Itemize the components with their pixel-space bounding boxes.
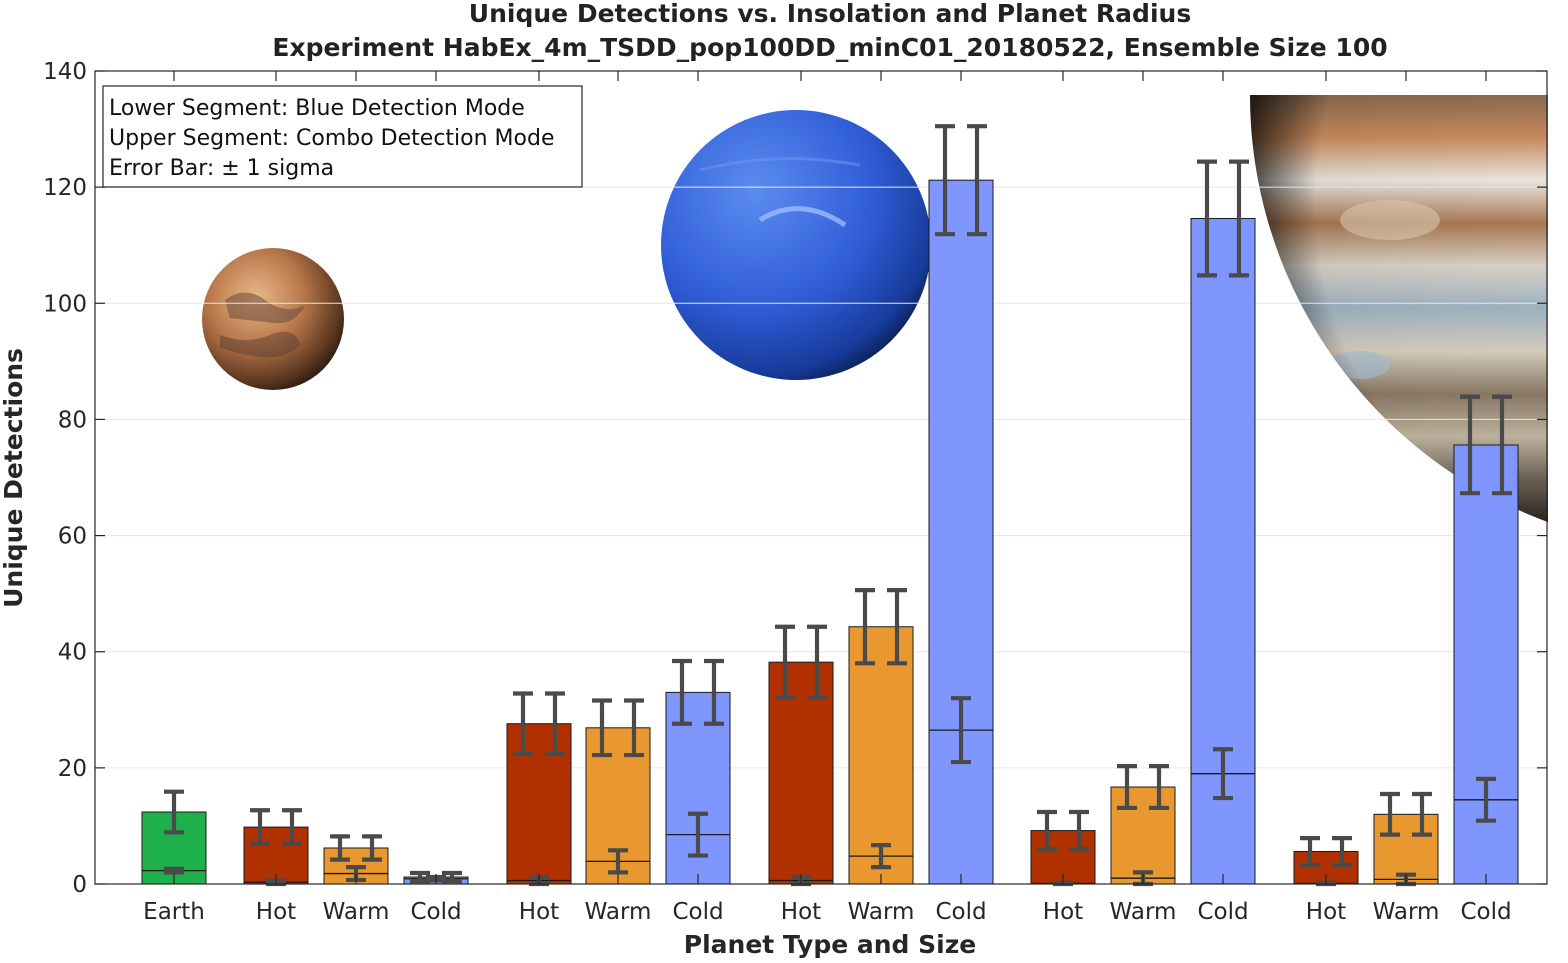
y-tick-120: 120 (43, 175, 87, 201)
errorbar-upper-b-15 (1492, 394, 1512, 496)
chart-title: Unique Detections vs. Insolation and Pla… (469, 0, 1191, 28)
earth-planet-image (202, 248, 344, 390)
x-tick-7-hot: Hot (781, 899, 821, 925)
errorbar-upper-b-2 (362, 834, 382, 862)
errorbar-upper-a-13 (1300, 836, 1320, 867)
errorbar-upper-b-10 (1069, 809, 1089, 852)
errorbar-upper-a-2 (330, 834, 350, 862)
x-tick-8-warm: Warm (848, 899, 915, 925)
errorbar-upper-b-1 (282, 808, 302, 847)
errorbar-upper-b-13 (1332, 836, 1352, 867)
errorbar-upper-a-10 (1037, 809, 1057, 852)
y-tick-20: 20 (58, 756, 87, 782)
errorbar-lower-9 (951, 696, 971, 765)
bar-9-cold (928, 179, 994, 885)
bar-13-hot (1293, 850, 1359, 885)
x-tick-14-warm: Warm (1373, 899, 1440, 925)
errorbar-lower-12 (1213, 747, 1233, 801)
bars (141, 179, 1519, 885)
x-tick-15-cold: Cold (1460, 899, 1511, 925)
y-axis-label: Unique Detections (0, 348, 28, 608)
y-tick-80: 80 (58, 407, 87, 433)
errorbar-upper-b-14 (1412, 791, 1432, 837)
x-axis-label: Planet Type and Size (684, 930, 976, 959)
errorbar-upper-0 (164, 789, 184, 835)
errorbar-upper-a-15 (1460, 394, 1480, 496)
x-tick-0-earth: Earth (143, 899, 205, 925)
errorbar-lower-0 (164, 866, 184, 875)
errorbar-upper-b-12 (1229, 159, 1249, 278)
errorbar-upper-b-9 (967, 124, 987, 237)
y-tick-labels: 0 20 40 60 80 100 120 140 (43, 59, 87, 898)
legend-line-upper-segment: Upper Segment: Combo Detection Mode (109, 126, 555, 151)
bar-8-warm (848, 626, 914, 885)
y-tick-100: 100 (43, 291, 87, 317)
errorbar-upper-b-4 (545, 691, 565, 757)
bar-14-warm (1373, 813, 1439, 885)
bar-7-hot (768, 661, 834, 885)
error-bars (164, 124, 1512, 887)
x-tick-labels: Earth Hot Warm Cold Hot Warm Cold Hot Warm Cold Ho… (143, 899, 1511, 925)
errorbar-upper-a-1 (250, 808, 270, 847)
legend: Lower Segment: Blue Detection Mode Upper… (102, 85, 583, 188)
y-tick-40: 40 (58, 640, 87, 666)
y-tick-140: 140 (43, 59, 87, 85)
errorbar-upper-a-6 (672, 658, 692, 726)
chart-subtitle: Experiment HabEx_4m_TSDD_pop100DD_minC01… (272, 33, 1387, 62)
errorbar-upper-a-9 (935, 124, 955, 237)
errorbar-upper-b-7 (807, 624, 827, 700)
errorbar-upper-b-3 (442, 870, 462, 884)
errorbar-upper-a-8 (855, 588, 875, 666)
errorbar-lower-6 (688, 811, 708, 858)
x-tick-3-cold: Cold (410, 899, 461, 925)
errorbar-upper-b-8 (887, 588, 907, 666)
x-tick-11-warm: Warm (1110, 899, 1177, 925)
x-tick-5-warm: Warm (585, 899, 652, 925)
errorbar-upper-b-11 (1149, 764, 1169, 811)
errorbar-upper-a-12 (1197, 159, 1217, 278)
x-tick-13-hot: Hot (1306, 899, 1346, 925)
x-tick-9-cold: Cold (935, 899, 986, 925)
x-tick-4-hot: Hot (519, 899, 559, 925)
y-tick-0: 0 (72, 872, 87, 898)
x-tick-12-cold: Cold (1197, 899, 1248, 925)
errorbar-upper-a-5 (592, 698, 612, 758)
x-tick-2-warm: Warm (323, 899, 390, 925)
bar-11-warm (1110, 786, 1176, 885)
axes (94, 70, 1548, 885)
x-tick-6-cold: Cold (672, 899, 723, 925)
legend-line-lower-segment: Lower Segment: Blue Detection Mode (109, 96, 525, 121)
x-tick-10-hot: Hot (1043, 899, 1083, 925)
legend-line-error-bar: Error Bar: ± 1 sigma (109, 156, 334, 181)
x-tick-1-hot: Hot (256, 899, 296, 925)
bar-4-hot (506, 723, 572, 885)
neptune-planet-image (661, 110, 931, 380)
y-tick-60: 60 (58, 524, 87, 550)
errorbar-upper-a-11 (1117, 764, 1137, 811)
errorbar-upper-a-3 (410, 870, 430, 884)
plot-frame (94, 70, 1548, 885)
errorbar-lower-15 (1476, 776, 1496, 823)
errorbar-lower-8 (871, 842, 891, 870)
errorbar-upper-a-7 (775, 624, 795, 700)
errorbar-upper-b-5 (624, 698, 644, 758)
errorbar-upper-a-4 (513, 691, 533, 757)
errorbar-lower-5 (608, 848, 628, 875)
errorbar-upper-b-6 (704, 658, 724, 726)
errorbar-upper-a-14 (1380, 791, 1400, 837)
